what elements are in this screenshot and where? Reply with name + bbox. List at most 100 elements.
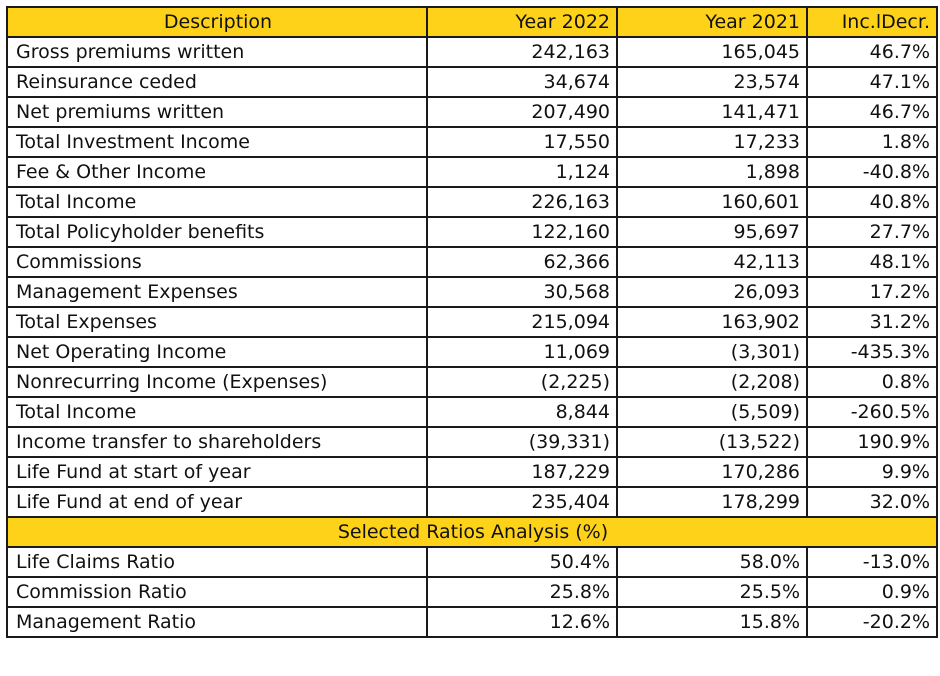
column-header-description: Description bbox=[6, 6, 428, 38]
value-change: 190.9% bbox=[806, 426, 938, 458]
row-label: Net premiums written bbox=[6, 96, 428, 128]
value-year-2022: 226,163 bbox=[426, 186, 618, 218]
row-label: Nonrecurring Income (Expenses) bbox=[6, 366, 428, 398]
table-header: Description Year 2022 Year 2021 Inc.lDec… bbox=[6, 6, 938, 38]
value-year-2022: 207,490 bbox=[426, 96, 618, 128]
value-year-2022: 12.6% bbox=[426, 606, 618, 638]
value-change: 1.8% bbox=[806, 126, 938, 158]
value-change: 32.0% bbox=[806, 486, 938, 518]
table-row: Total Expenses 215,094 163,902 31.2% bbox=[6, 306, 938, 338]
value-change: 17.2% bbox=[806, 276, 938, 308]
value-change: -13.0% bbox=[806, 546, 938, 578]
row-label: Net Operating Income bbox=[6, 336, 428, 368]
row-label: Life Fund at end of year bbox=[6, 486, 428, 518]
row-label: Gross premiums written bbox=[6, 36, 428, 68]
value-year-2021: 17,233 bbox=[616, 126, 808, 158]
value-year-2022: 242,163 bbox=[426, 36, 618, 68]
value-change: 9.9% bbox=[806, 456, 938, 488]
value-year-2022: (2,225) bbox=[426, 366, 618, 398]
row-label: Fee & Other Income bbox=[6, 156, 428, 188]
value-change: -20.2% bbox=[806, 606, 938, 638]
row-label: Life Claims Ratio bbox=[6, 546, 428, 578]
value-change: -260.5% bbox=[806, 396, 938, 428]
value-year-2022: 8,844 bbox=[426, 396, 618, 428]
table-row: Income transfer to shareholders (39,331)(… bbox=[6, 426, 938, 458]
value-change: -435.3% bbox=[806, 336, 938, 368]
value-year-2021: 165,045 bbox=[616, 36, 808, 68]
value-year-2022: 30,568 bbox=[426, 276, 618, 308]
table-row: Fee & Other Income 1,124 1,898 -40.8% bbox=[6, 156, 938, 188]
value-year-2022: 11,069 bbox=[426, 336, 618, 368]
table-row: Reinsurance ceded 34,674 23,574 47.1% bbox=[6, 66, 938, 98]
table-row: Life Claims Ratio 50.4% 58.0% -13.0% bbox=[6, 546, 938, 578]
table-row: Life Fund at start of year 187,229 170,286… bbox=[6, 456, 938, 488]
table-row: Net Operating Income 11,069 (3,301) -435.3% bbox=[6, 336, 938, 368]
value-year-2021: 141,471 bbox=[616, 96, 808, 128]
table-row: Total Income 226,163 160,601 40.8% bbox=[6, 186, 938, 218]
value-year-2022: (39,331) bbox=[426, 426, 618, 458]
value-change: 48.1% bbox=[806, 246, 938, 278]
table-row: Management Expenses 30,568 26,093 17.2% bbox=[6, 276, 938, 308]
value-change: 46.7% bbox=[806, 36, 938, 68]
row-label: Total Income bbox=[6, 396, 428, 428]
section-title: Selected Ratios Analysis (%) bbox=[6, 516, 938, 548]
value-year-2021: 15.8% bbox=[616, 606, 808, 638]
row-label: Management Expenses bbox=[6, 276, 428, 308]
row-label: Reinsurance ceded bbox=[6, 66, 428, 98]
row-label: Total Income bbox=[6, 186, 428, 218]
header-row: Description Year 2022 Year 2021 Inc.lDec… bbox=[6, 6, 938, 38]
row-label: Management Ratio bbox=[6, 606, 428, 638]
value-year-2022: 17,550 bbox=[426, 126, 618, 158]
column-header-change: Inc.lDecr. bbox=[806, 6, 938, 38]
row-label: Life Fund at start of year bbox=[6, 456, 428, 488]
value-year-2021: 170,286 bbox=[616, 456, 808, 488]
value-year-2022: 215,094 bbox=[426, 306, 618, 338]
column-header-year-2022: Year 2022 bbox=[426, 6, 618, 38]
value-year-2021: (3,301) bbox=[616, 336, 808, 368]
table-row: Commissions 62,366 42,113 48.1% bbox=[6, 246, 938, 278]
value-change: 40.8% bbox=[806, 186, 938, 218]
value-year-2022: 1,124 bbox=[426, 156, 618, 188]
value-year-2021: 58.0% bbox=[616, 546, 808, 578]
value-change: -40.8% bbox=[806, 156, 938, 188]
table-row: Net premiums written 207,490 141,471 46.7% bbox=[6, 96, 938, 128]
financial-summary-table: Description Year 2022 Year 2021 Inc.lDec… bbox=[6, 6, 938, 638]
row-label: Commissions bbox=[6, 246, 428, 278]
value-change: 47.1% bbox=[806, 66, 938, 98]
value-year-2021: 42,113 bbox=[616, 246, 808, 278]
table-row: Total Income 8,844 (5,509) -260.5% bbox=[6, 396, 938, 428]
row-label: Total Expenses bbox=[6, 306, 428, 338]
table-row: Nonrecurring Income (Expenses) (2,225) (2,… bbox=[6, 366, 938, 398]
row-label: Total Policyholder benefits bbox=[6, 216, 428, 248]
value-change: 27.7% bbox=[806, 216, 938, 248]
table-row: Gross premiums written 242,163 165,045 46.7… bbox=[6, 36, 938, 68]
value-year-2022: 187,229 bbox=[426, 456, 618, 488]
column-header-year-2021: Year 2021 bbox=[616, 6, 808, 38]
row-label: Total Investment Income bbox=[6, 126, 428, 158]
value-year-2022: 62,366 bbox=[426, 246, 618, 278]
table-row: Management Ratio 12.6% 15.8% -20.2% bbox=[6, 606, 938, 638]
value-change: 0.9% bbox=[806, 576, 938, 608]
table-row: Commission Ratio 25.8% 25.5% 0.9% bbox=[6, 576, 938, 608]
value-year-2021: (5,509) bbox=[616, 396, 808, 428]
value-year-2022: 235,404 bbox=[426, 486, 618, 518]
value-change: 31.2% bbox=[806, 306, 938, 338]
value-year-2022: 122,160 bbox=[426, 216, 618, 248]
value-year-2021: (13,522) bbox=[616, 426, 808, 458]
row-label: Commission Ratio bbox=[6, 576, 428, 608]
value-year-2021: 1,898 bbox=[616, 156, 808, 188]
value-year-2021: 163,902 bbox=[616, 306, 808, 338]
value-year-2021: 23,574 bbox=[616, 66, 808, 98]
table-body: Gross premiums written 242,163 165,045 46.7… bbox=[6, 36, 938, 638]
table-row: Total Investment Income 17,550 17,233 1.8% bbox=[6, 126, 938, 158]
value-year-2022: 50.4% bbox=[426, 546, 618, 578]
value-change: 0.8% bbox=[806, 366, 938, 398]
value-year-2022: 34,674 bbox=[426, 66, 618, 98]
value-year-2021: 25.5% bbox=[616, 576, 808, 608]
row-label: Income transfer to shareholders bbox=[6, 426, 428, 458]
table-row: Total Policyholder benefits 122,160 95,697… bbox=[6, 216, 938, 248]
section-row-ratios: Selected Ratios Analysis (%) bbox=[6, 516, 938, 548]
value-year-2022: 25.8% bbox=[426, 576, 618, 608]
value-year-2021: 160,601 bbox=[616, 186, 808, 218]
